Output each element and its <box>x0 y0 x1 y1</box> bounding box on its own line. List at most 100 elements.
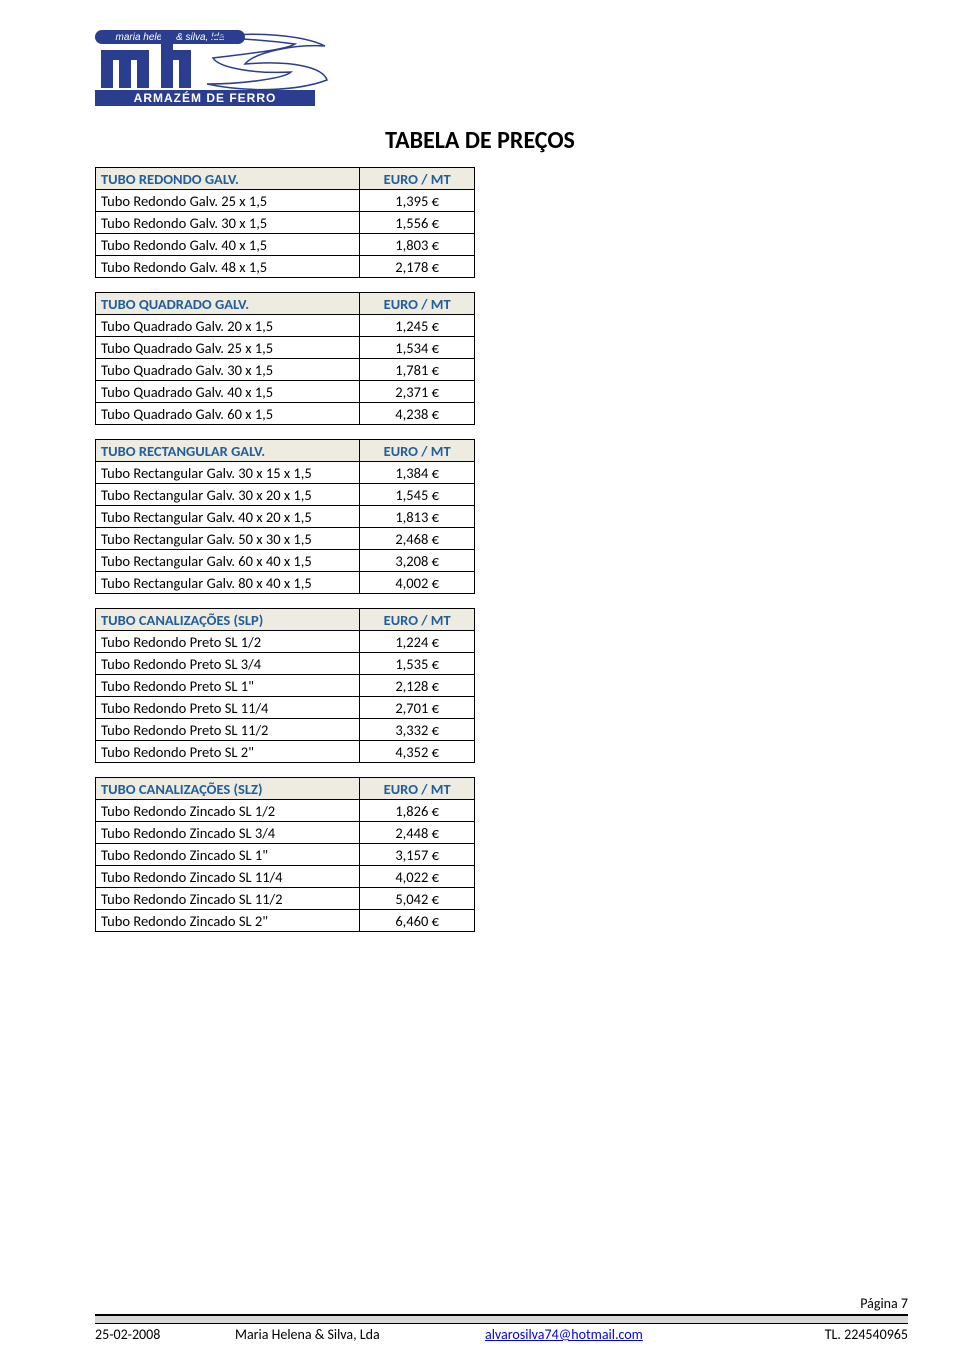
product-price: 1,826 € <box>360 800 475 822</box>
footer-phone: TL. 224540965 <box>755 1326 908 1343</box>
product-price: 1,803 € <box>360 234 475 256</box>
company-logo: maria helena & silva, lda ARMAZÉM DE FER… <box>95 30 865 108</box>
table-row: Tubo Redondo Preto SL 11/42,701 € <box>96 697 475 719</box>
product-price: 1,813 € <box>360 506 475 528</box>
product-price: 4,238 € <box>360 403 475 425</box>
product-label: Tubo Redondo Zincado SL 1" <box>96 844 360 866</box>
product-label: Tubo Redondo Galv. 48 x 1,5 <box>96 256 360 278</box>
product-price: 1,395 € <box>360 190 475 212</box>
product-label: Tubo Rectangular Galv. 80 x 40 x 1,5 <box>96 572 360 594</box>
product-label: Tubo Rectangular Galv. 40 x 20 x 1,5 <box>96 506 360 528</box>
page-title: TABELA DE PREÇOS <box>95 126 865 155</box>
table-row: Tubo Redondo Preto SL 1"2,128 € <box>96 675 475 697</box>
page-footer: Página 7 25-02-2008 Maria Helena & Silva… <box>95 1295 908 1343</box>
table-row: Tubo Rectangular Galv. 80 x 40 x 1,54,00… <box>96 572 475 594</box>
product-label: Tubo Redondo Zincado SL 11/4 <box>96 866 360 888</box>
product-price: 4,352 € <box>360 741 475 763</box>
product-price: 2,468 € <box>360 528 475 550</box>
table-row: Tubo Rectangular Galv. 60 x 40 x 1,53,20… <box>96 550 475 572</box>
product-label: Tubo Redondo Zincado SL 11/2 <box>96 888 360 910</box>
product-price: 2,128 € <box>360 675 475 697</box>
product-label: Tubo Redondo Zincado SL 3/4 <box>96 822 360 844</box>
product-label: Tubo Redondo Zincado SL 1/2 <box>96 800 360 822</box>
section-header-label: TUBO QUADRADO GALV. <box>96 293 360 315</box>
product-price: 4,002 € <box>360 572 475 594</box>
price-table: TUBO CANALIZAÇÕES (SLP)EURO / MTTubo Red… <box>95 608 475 763</box>
product-label: Tubo Quadrado Galv. 20 x 1,5 <box>96 315 360 337</box>
footer-company: Maria Helena & Silva, Lda <box>235 1326 485 1343</box>
product-price: 2,178 € <box>360 256 475 278</box>
product-price: 3,157 € <box>360 844 475 866</box>
footer-separator <box>95 1314 908 1324</box>
product-label: Tubo Quadrado Galv. 25 x 1,5 <box>96 337 360 359</box>
product-label: Tubo Rectangular Galv. 50 x 30 x 1,5 <box>96 528 360 550</box>
table-row: Tubo Redondo Galv. 48 x 1,52,178 € <box>96 256 475 278</box>
price-table: TUBO RECTANGULAR GALV.EURO / MTTubo Rect… <box>95 439 475 594</box>
product-price: 2,371 € <box>360 381 475 403</box>
product-price: 5,042 € <box>360 888 475 910</box>
table-row: Tubo Redondo Zincado SL 3/42,448 € <box>96 822 475 844</box>
product-price: 3,332 € <box>360 719 475 741</box>
product-label: Tubo Redondo Galv. 40 x 1,5 <box>96 234 360 256</box>
product-price: 1,534 € <box>360 337 475 359</box>
price-table: TUBO CANALIZAÇÕES (SLZ)EURO / MTTubo Red… <box>95 777 475 932</box>
product-label: Tubo Redondo Preto SL 1/2 <box>96 631 360 653</box>
table-row: Tubo Redondo Galv. 40 x 1,51,803 € <box>96 234 475 256</box>
table-row: Tubo Rectangular Galv. 30 x 20 x 1,51,54… <box>96 484 475 506</box>
table-row: Tubo Redondo Preto SL 1/21,224 € <box>96 631 475 653</box>
section-header-unit: EURO / MT <box>360 293 475 315</box>
product-price: 3,208 € <box>360 550 475 572</box>
product-price: 4,022 € <box>360 866 475 888</box>
table-row: Tubo Rectangular Galv. 40 x 20 x 1,51,81… <box>96 506 475 528</box>
product-label: Tubo Redondo Preto SL 2" <box>96 741 360 763</box>
product-price: 2,701 € <box>360 697 475 719</box>
table-row: Tubo Redondo Preto SL 3/41,535 € <box>96 653 475 675</box>
product-price: 1,245 € <box>360 315 475 337</box>
footer-email[interactable]: alvarosilva74@hotmail.com <box>485 1326 755 1343</box>
table-row: Tubo Redondo Galv. 30 x 1,51,556 € <box>96 212 475 234</box>
product-price: 1,224 € <box>360 631 475 653</box>
product-price: 1,545 € <box>360 484 475 506</box>
product-label: Tubo Redondo Preto SL 3/4 <box>96 653 360 675</box>
product-label: Tubo Redondo Galv. 25 x 1,5 <box>96 190 360 212</box>
section-header-label: TUBO CANALIZAÇÕES (SLZ) <box>96 778 360 800</box>
product-price: 1,781 € <box>360 359 475 381</box>
table-row: Tubo Redondo Preto SL 2"4,352 € <box>96 741 475 763</box>
table-row: Tubo Quadrado Galv. 30 x 1,51,781 € <box>96 359 475 381</box>
table-row: Tubo Redondo Zincado SL 2"6,460 € <box>96 910 475 932</box>
product-price: 1,384 € <box>360 462 475 484</box>
product-label: Tubo Quadrado Galv. 60 x 1,5 <box>96 403 360 425</box>
price-tables-container: TUBO REDONDO GALV.EURO / MTTubo Redondo … <box>95 167 475 932</box>
table-row: Tubo Redondo Zincado SL 1"3,157 € <box>96 844 475 866</box>
product-label: Tubo Quadrado Galv. 40 x 1,5 <box>96 381 360 403</box>
product-label: Tubo Redondo Zincado SL 2" <box>96 910 360 932</box>
price-table: TUBO REDONDO GALV.EURO / MTTubo Redondo … <box>95 167 475 278</box>
section-header-unit: EURO / MT <box>360 778 475 800</box>
section-header-label: TUBO CANALIZAÇÕES (SLP) <box>96 609 360 631</box>
product-label: Tubo Redondo Preto SL 11/4 <box>96 697 360 719</box>
section-header-label: TUBO REDONDO GALV. <box>96 168 360 190</box>
product-label: Tubo Redondo Preto SL 11/2 <box>96 719 360 741</box>
price-table: TUBO QUADRADO GALV.EURO / MTTubo Quadrad… <box>95 292 475 425</box>
page-number: Página 7 <box>95 1295 908 1312</box>
table-row: Tubo Quadrado Galv. 60 x 1,54,238 € <box>96 403 475 425</box>
table-row: Tubo Redondo Zincado SL 1/21,826 € <box>96 800 475 822</box>
product-price: 1,535 € <box>360 653 475 675</box>
table-row: Tubo Quadrado Galv. 40 x 1,52,371 € <box>96 381 475 403</box>
table-row: Tubo Redondo Zincado SL 11/44,022 € <box>96 866 475 888</box>
product-label: Tubo Redondo Galv. 30 x 1,5 <box>96 212 360 234</box>
table-row: Tubo Redondo Zincado SL 11/25,042 € <box>96 888 475 910</box>
product-label: Tubo Quadrado Galv. 30 x 1,5 <box>96 359 360 381</box>
table-row: Tubo Redondo Galv. 25 x 1,51,395 € <box>96 190 475 212</box>
logo-bottom-text: ARMAZÉM DE FERRO <box>134 90 277 105</box>
product-label: Tubo Redondo Preto SL 1" <box>96 675 360 697</box>
table-row: Tubo Rectangular Galv. 30 x 15 x 1,51,38… <box>96 462 475 484</box>
product-label: Tubo Rectangular Galv. 30 x 20 x 1,5 <box>96 484 360 506</box>
table-row: Tubo Quadrado Galv. 20 x 1,51,245 € <box>96 315 475 337</box>
footer-date: 25-02-2008 <box>95 1326 235 1343</box>
product-price: 1,556 € <box>360 212 475 234</box>
table-row: Tubo Quadrado Galv. 25 x 1,51,534 € <box>96 337 475 359</box>
section-header-label: TUBO RECTANGULAR GALV. <box>96 440 360 462</box>
table-row: Tubo Rectangular Galv. 50 x 30 x 1,52,46… <box>96 528 475 550</box>
product-label: Tubo Rectangular Galv. 60 x 40 x 1,5 <box>96 550 360 572</box>
